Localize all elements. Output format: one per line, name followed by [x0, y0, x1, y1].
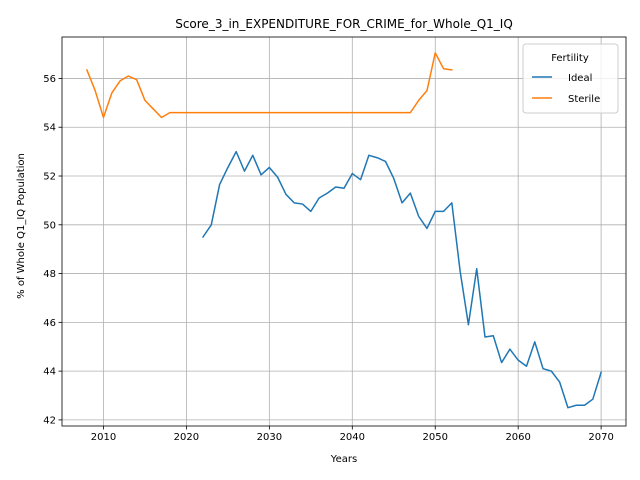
series-line-ideal	[201, 150, 603, 409]
legend-label-ideal: Ideal	[568, 73, 592, 84]
legend-label-sterile: Sterile	[568, 94, 600, 105]
x-tick-label: 2050	[423, 432, 448, 443]
x-axis-label: Years	[330, 454, 357, 465]
x-tick-label: 2030	[257, 432, 282, 443]
y-tick-label: 42	[43, 415, 56, 426]
x-axis-ticks: 2010 2020 2030 2040 2050 2060 2070	[91, 426, 614, 443]
y-tick-label: 54	[43, 123, 56, 134]
series-line-sterile	[85, 52, 453, 119]
y-tick-label: 48	[43, 269, 56, 280]
x-tick-label: 2040	[340, 432, 365, 443]
y-tick-label: 46	[43, 318, 56, 329]
chart-title: Score_3_in_EXPENDITURE_FOR_CRIME_for_Who…	[175, 17, 513, 31]
y-tick-label: 50	[43, 220, 56, 231]
legend: Fertility Ideal Sterile	[522, 43, 619, 114]
y-tick-label: 52	[43, 172, 56, 183]
x-tick-label: 2070	[588, 432, 613, 443]
series-lines	[85, 52, 603, 409]
x-tick-label: 2010	[91, 432, 116, 443]
legend-frame	[522, 43, 619, 114]
y-axis-ticks: 42 44 46 48 50 52 54 56	[43, 74, 62, 426]
legend-title: Fertility	[551, 53, 589, 64]
x-tick-label: 2060	[505, 432, 530, 443]
x-tick-label: 2020	[174, 432, 199, 443]
y-tick-label: 44	[43, 367, 56, 378]
grid	[62, 37, 626, 426]
y-axis-label: % of Whole Q1_IQ Population	[16, 153, 27, 299]
y-tick-label: 56	[43, 74, 56, 85]
plot-frame	[61, 36, 627, 427]
